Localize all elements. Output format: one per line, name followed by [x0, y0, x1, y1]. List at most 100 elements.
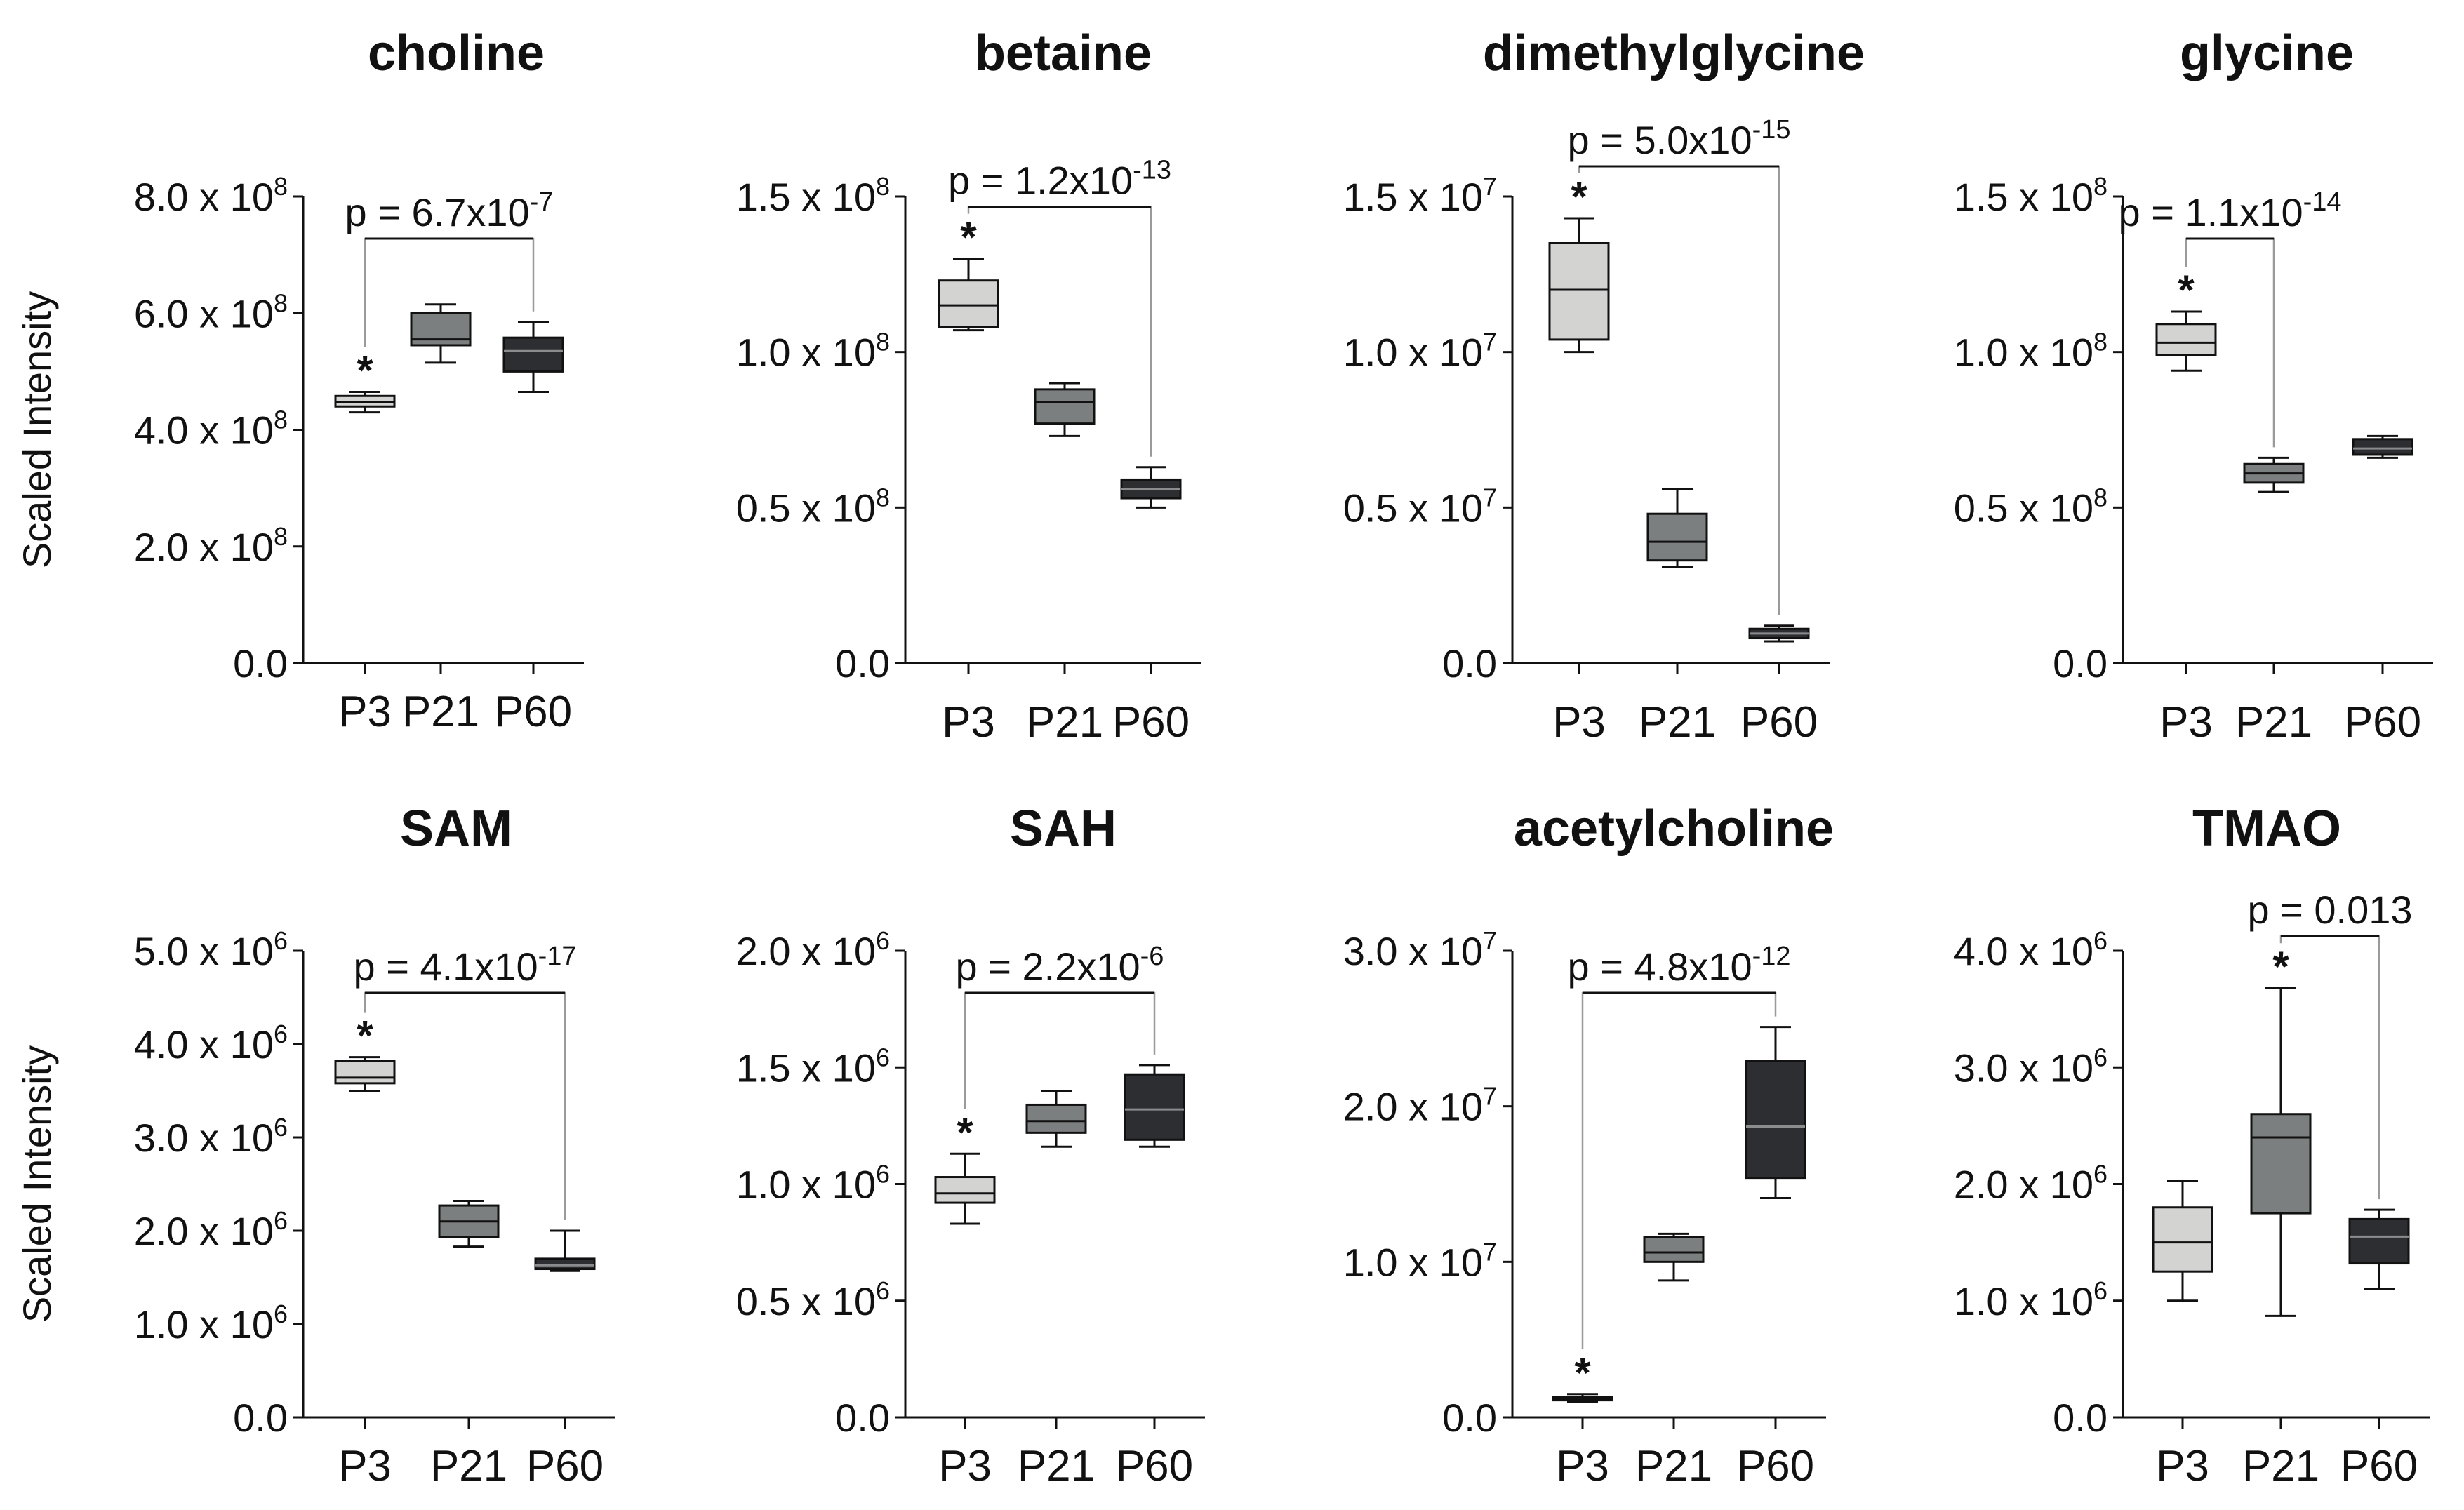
y-tick-label: 8.0 x 108: [134, 172, 288, 219]
box-p3: [2152, 1180, 2213, 1302]
box-p21: [1034, 382, 1096, 437]
box-p3: [934, 1152, 996, 1225]
iqr-box: [1646, 512, 1708, 562]
category-label: P60: [526, 1442, 604, 1490]
iqr-box: [1025, 1103, 1087, 1134]
y-tick-label: 4.0 x 106: [134, 1020, 288, 1067]
box-p60: [1748, 624, 1810, 643]
category-label: P3: [2159, 698, 2213, 747]
box-p3: [2155, 310, 2217, 372]
panel-glycine: glycine 0.0 0.5 x 108 1.0 x 108 1.5 x 108 P3 P…: [1954, 25, 2433, 747]
p-value-label: p = 4.1x10-17: [353, 942, 576, 989]
category-label: P21: [402, 688, 479, 736]
y-tick-label: 1.5 x 106: [736, 1043, 890, 1090]
y-axis-label: Scaled Intensity: [15, 1045, 59, 1323]
y-tick-label: 0.0: [1442, 641, 1497, 686]
y-tick-label: 0.0: [1442, 1396, 1497, 1440]
panel-title: glycine: [2180, 25, 2354, 81]
y-axis-label: Scaled Intensity: [15, 291, 59, 568]
y-tick-label: 0.0: [835, 1396, 890, 1440]
category-label: P21: [1018, 1442, 1095, 1490]
panel-sam: SAM 0.0 1.0 x 106 2.0 x 106 3.0 x 106 4.0 x 1…: [15, 801, 615, 1490]
box-p3: [938, 258, 999, 332]
y-tick-label: 1.0 x 108: [1954, 328, 2107, 375]
y-tick-label: 3.0 x 106: [134, 1113, 288, 1160]
box-p60: [1120, 466, 1182, 509]
significance-star: *: [1571, 173, 1587, 220]
p-value-label: p = 6.7x10-7: [345, 187, 554, 234]
box-p21: [2243, 456, 2305, 493]
y-tick-label: 1.0 x 107: [1343, 328, 1497, 375]
category-label: P21: [1635, 1442, 1712, 1490]
panel-acetylcholine: acetylcholine 0.0 1.0 x 107 2.0 x 107 3.0 x …: [1343, 801, 1834, 1490]
y-tick-label: 1.0 x 107: [1343, 1237, 1497, 1284]
significance-star: *: [2178, 267, 2195, 314]
iqr-box: [534, 1257, 596, 1271]
iqr-box: [1034, 388, 1096, 425]
y-tick-label: 4.0 x 106: [1954, 926, 2107, 973]
category-label: P60: [2340, 1442, 2418, 1490]
y-tick-label: 0.5 x 108: [1954, 483, 2107, 530]
category-label: P3: [938, 1442, 992, 1490]
significance-star: *: [1574, 1349, 1591, 1396]
y-tick-label: 0.5 x 107: [1343, 483, 1497, 530]
box-p60: [1124, 1064, 1185, 1148]
panel-title: choline: [368, 25, 545, 81]
box-p60: [534, 1229, 596, 1272]
category-label: P60: [1116, 1442, 1193, 1490]
y-tick-label: 0.0: [2053, 641, 2107, 686]
iqr-box: [2348, 1217, 2410, 1265]
iqr-box: [2152, 1206, 2213, 1273]
y-tick-label: 4.0 x 108: [134, 406, 288, 453]
category-label: P60: [1740, 698, 1818, 747]
p-value-label: p = 5.0x10-15: [1567, 115, 1790, 162]
panel-tmao: TMAO 0.0 1.0 x 106 2.0 x 106 3.0 x 106 4.0 x …: [1954, 801, 2430, 1490]
box-p3: [334, 390, 396, 414]
y-tick-label: 2.0 x 106: [736, 926, 890, 973]
y-tick-label: 0.0: [233, 1396, 288, 1440]
box-p21: [1646, 488, 1708, 568]
category-label: P21: [2235, 698, 2312, 747]
panel-title: dimethylglycine: [1483, 25, 1865, 81]
panel-title: SAM: [400, 801, 512, 857]
p-value-label: p = 2.2x10-6: [956, 942, 1164, 989]
box-p21: [1643, 1232, 1705, 1282]
significance-star: *: [357, 1013, 373, 1060]
box-p21: [1025, 1090, 1087, 1148]
iqr-box: [2352, 438, 2413, 456]
significance-bracket: [364, 991, 566, 1220]
y-tick-label: 1.5 x 108: [736, 172, 890, 219]
iqr-box: [1548, 242, 1610, 341]
y-tick-label: 1.5 x 108: [1954, 172, 2107, 219]
panel-dimethylglycine: dimethylglycine 0.0 0.5 x 107 1.0 x 107 1.5 …: [1343, 25, 1865, 747]
category-label: P3: [942, 698, 995, 747]
box-p3: [334, 1056, 396, 1092]
y-tick-label: 0.0: [2053, 1396, 2107, 1440]
panel-choline: choline 0.0 2.0 x 108 4.0 x 108 6.0 x 108 8.0…: [15, 25, 584, 736]
box-p60: [2352, 434, 2413, 459]
iqr-box: [1745, 1060, 1806, 1180]
y-tick-label: 1.5 x 107: [1343, 172, 1497, 219]
category-label: P21: [430, 1442, 507, 1490]
category-label: P3: [338, 688, 392, 736]
category-label: P21: [1026, 698, 1103, 747]
y-tick-label: 5.0 x 106: [134, 926, 288, 973]
panel-betaine: betaine 0.0 0.5 x 108 1.0 x 108 1.5 x 108 P3 P…: [736, 25, 1201, 747]
category-label: P3: [2156, 1442, 2209, 1490]
y-tick-label: 1.0 x 106: [134, 1299, 288, 1347]
panel-title: acetylcholine: [1514, 801, 1834, 857]
y-tick-label: 0.5 x 108: [736, 483, 890, 530]
category-label: P21: [1639, 698, 1716, 747]
iqr-box: [2155, 323, 2217, 356]
panel-title: SAH: [1010, 801, 1117, 857]
y-tick-label: 0.0: [233, 641, 288, 686]
category-label: P21: [2242, 1442, 2319, 1490]
y-tick-label: 0.5 x 106: [736, 1276, 890, 1323]
box-p3: [1548, 217, 1610, 354]
iqr-box: [2250, 1113, 2312, 1215]
category-label: P3: [1556, 1442, 1609, 1490]
p-value-label: p = 0.013: [2247, 888, 2412, 932]
y-tick-label: 2.0 x 108: [134, 522, 288, 569]
y-tick-label: 1.0 x 106: [736, 1160, 890, 1207]
